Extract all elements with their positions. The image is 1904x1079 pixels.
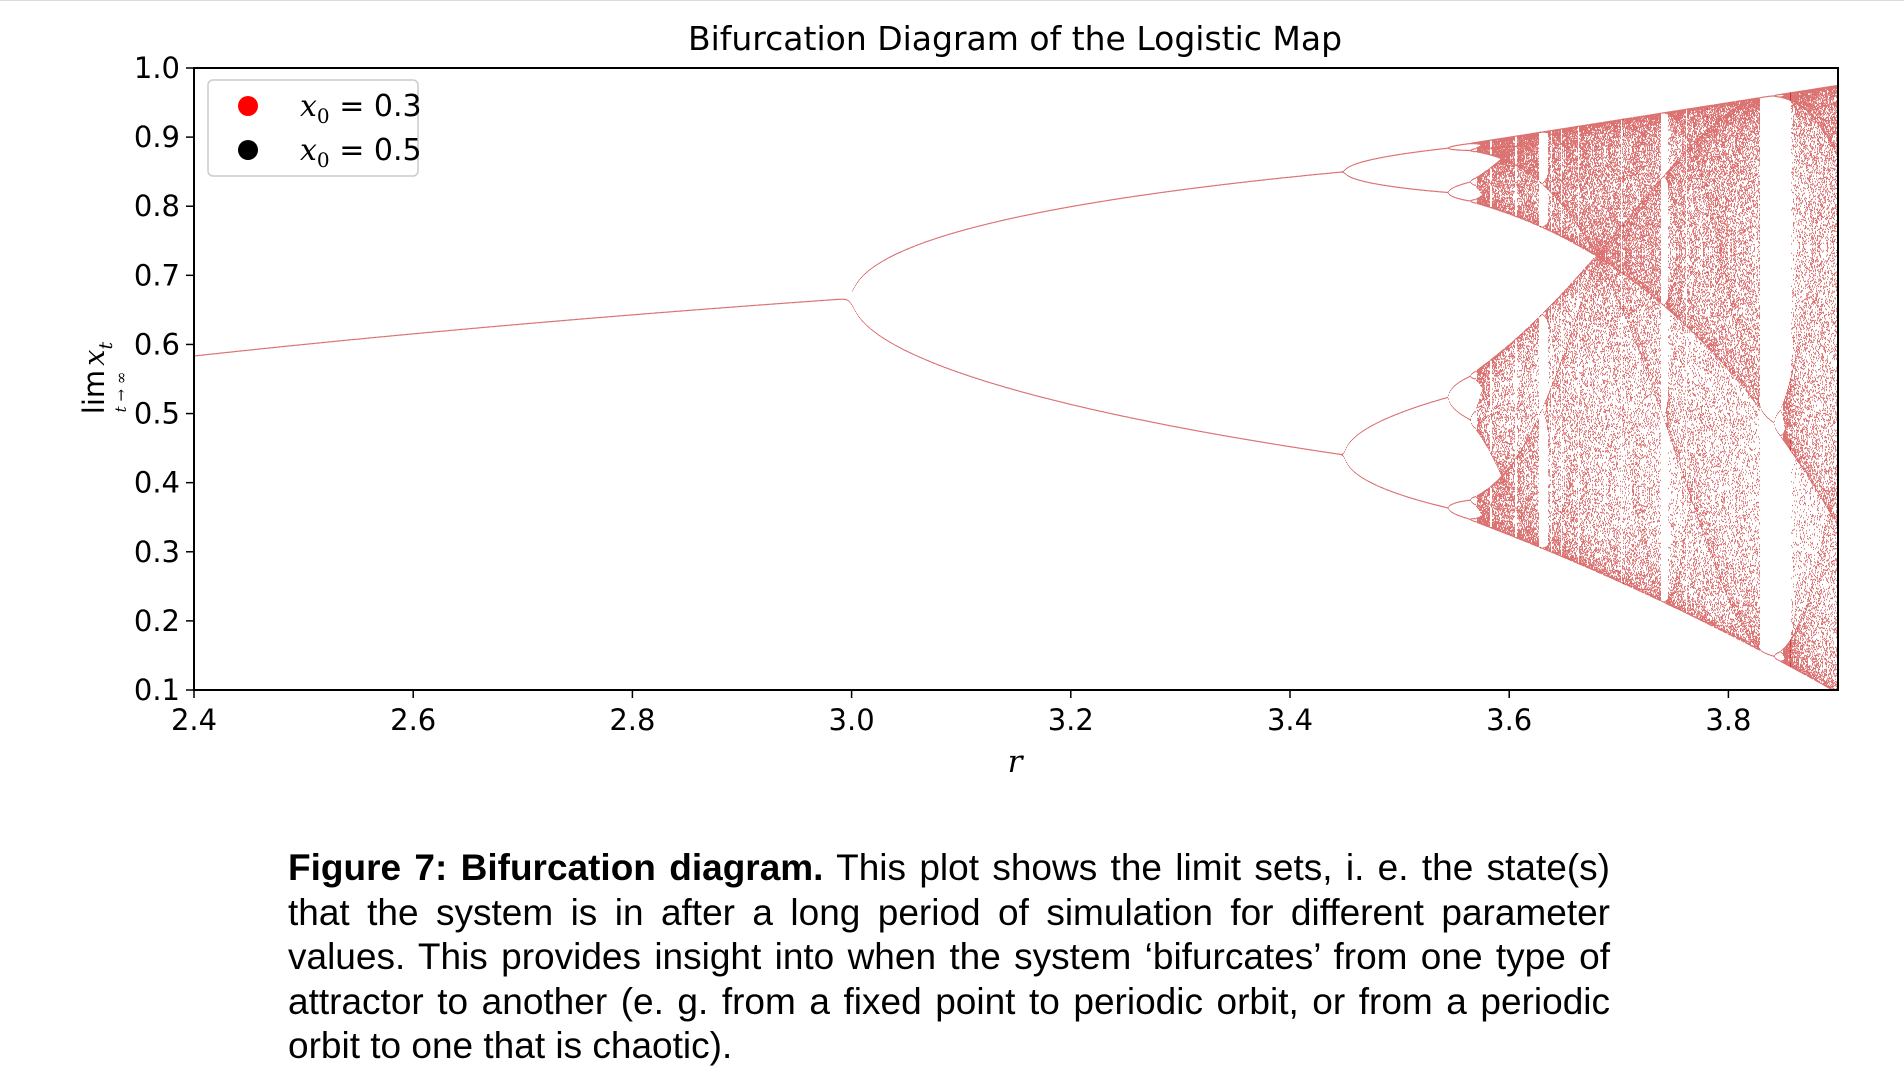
x-tick-label: 3.0	[829, 703, 875, 737]
x-tick-label: 3.4	[1267, 703, 1313, 737]
bifurcation-points-4	[1790, 84, 1839, 691]
y-label-var: x	[77, 349, 111, 365]
x-tick-label: 2.4	[171, 703, 217, 737]
caption-figure-label: Figure 7:	[288, 847, 448, 888]
x-axis-label: r	[1008, 744, 1025, 780]
legend-box	[207, 79, 419, 177]
legend-marker-x0-0.5	[238, 140, 258, 160]
bifurcation-points-0	[194, 131, 1541, 549]
y-tick-label: 0.8	[134, 189, 180, 223]
y-label-var-sub: t	[95, 341, 117, 349]
svg-text:limxt: lim xt	[77, 341, 117, 414]
legend-label-x0-0.3: x0 = 0.3	[300, 89, 422, 128]
y-tick-label: 1.0	[134, 51, 180, 85]
y-tick-label: 0.9	[134, 120, 180, 154]
y-axis: 0.1 0.2 0.3 0.4 0.5 0.6 0.7 0.8 0.9 1.0	[134, 51, 194, 707]
x-tick-label: 3.8	[1705, 703, 1751, 737]
bifurcation-points-1	[1540, 118, 1624, 585]
y-label-limit-sub: t → ∞	[112, 372, 130, 413]
y-tick-label: 0.3	[134, 535, 180, 569]
legend: x0 = 0.3 x0 = 0.5	[207, 79, 422, 177]
plot-area	[194, 84, 1839, 691]
caption-heading: Bifurcation diagram.	[460, 847, 824, 888]
y-tick-label: 0.2	[134, 604, 180, 638]
plot-frame	[193, 67, 1839, 691]
bifurcation-chart: Bifurcation Diagram of the Logistic Map …	[77, 19, 1839, 780]
legend-marker-x0-0.3	[238, 96, 258, 116]
y-tick-label: 0.7	[134, 258, 180, 292]
legend-label-x0-0.5: x0 = 0.5	[300, 133, 422, 172]
y-tick-label: 0.1	[134, 673, 180, 707]
bifurcation-points-2	[1623, 105, 1708, 624]
y-label-lim: lim	[77, 370, 111, 414]
x-tick-label: 3.6	[1486, 703, 1532, 737]
x-tick-label: 2.8	[609, 703, 655, 737]
x-tick-label: 3.2	[1048, 703, 1094, 737]
x-tick-label: 2.6	[390, 703, 436, 737]
y-tick-label: 0.4	[134, 466, 180, 500]
page-top-border	[0, 0, 1904, 1]
y-tick-label: 0.5	[134, 397, 180, 431]
bifurcation-points-3	[1707, 92, 1791, 668]
y-tick-label: 0.6	[134, 327, 180, 361]
caption-body: This plot shows the limit sets, i. e. th…	[288, 847, 1610, 1066]
y-axis-label: lim xt t → ∞	[77, 341, 130, 414]
figure-caption: Figure 7: Bifurcation diagram. This plot…	[288, 846, 1610, 1069]
x-axis: 2.4 2.6 2.8 3.0 3.2 3.4 3.6 3.8	[171, 690, 1751, 737]
chart-title: Bifurcation Diagram of the Logistic Map	[688, 19, 1342, 58]
